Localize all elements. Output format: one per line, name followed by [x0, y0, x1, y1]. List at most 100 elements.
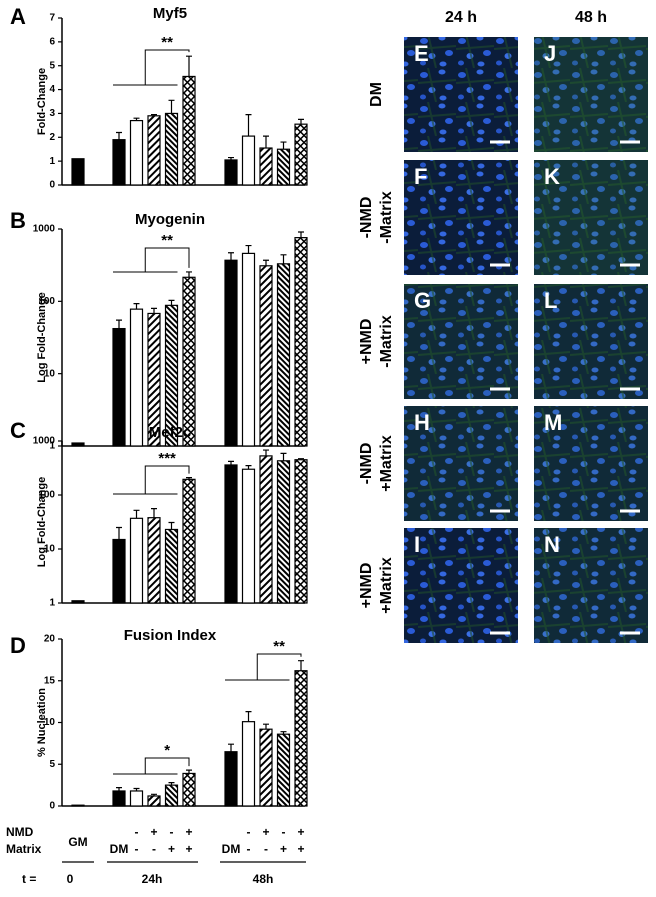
bar — [259, 728, 273, 807]
matrix-sign: - — [152, 842, 156, 856]
green-stain — [534, 284, 648, 399]
bar — [241, 721, 256, 807]
green-stain — [534, 406, 648, 521]
micrograph — [404, 160, 518, 275]
error-bar — [298, 660, 304, 671]
matrix-sign: - — [247, 842, 251, 856]
matrix-sign: - — [264, 842, 268, 856]
error-bar — [263, 723, 269, 730]
gm-label: GM — [68, 835, 87, 849]
panel-letter: I — [414, 532, 420, 557]
significance-bracket — [113, 465, 190, 495]
bar — [71, 158, 85, 186]
chart-title: Mef2c — [149, 424, 192, 441]
bar — [112, 327, 126, 447]
bar — [259, 265, 273, 447]
panel-letter: L — [544, 288, 557, 313]
row-label: DM — [368, 82, 385, 107]
y-tick-label: 1000 — [33, 224, 56, 235]
panel-letter: H — [414, 410, 430, 435]
error-bar — [280, 254, 287, 264]
error-bar — [298, 118, 304, 125]
bar — [241, 135, 256, 186]
error-bar — [263, 449, 269, 456]
y-tick-label: 0 — [49, 801, 55, 812]
bar — [182, 772, 196, 807]
significance-bracket — [113, 49, 190, 86]
significance-label: ** — [161, 34, 173, 51]
bar — [294, 670, 308, 807]
bar — [147, 115, 161, 186]
error-bar — [228, 156, 234, 160]
bar — [276, 263, 291, 447]
bar — [129, 308, 144, 447]
nmd-sign: + — [185, 825, 192, 839]
panel-letter: A — [10, 4, 26, 29]
error-bar — [151, 507, 157, 518]
error-bar — [186, 271, 192, 278]
micrograph — [534, 37, 648, 152]
y-tick-label: 7 — [49, 13, 55, 24]
row-label: +NMD — [358, 319, 375, 365]
y-tick-label: 20 — [44, 634, 56, 645]
panel-letter: B — [10, 208, 26, 233]
panel-letter: M — [544, 410, 562, 435]
error-bar — [186, 769, 192, 774]
nmd-sign: - — [282, 825, 286, 839]
y-tick-label: 1 — [49, 441, 55, 452]
micrograph — [404, 284, 518, 399]
y-tick-label: 10 — [44, 368, 56, 379]
green-stain — [534, 528, 648, 643]
column-header: 48 h — [575, 9, 607, 26]
y-axis-label: Fold-Change — [36, 68, 48, 135]
bar — [276, 460, 291, 604]
nmd-sign: - — [135, 825, 139, 839]
error-bar — [133, 509, 140, 519]
dm-label: DM — [222, 842, 241, 856]
bar — [224, 464, 238, 604]
bar — [241, 252, 256, 447]
y-tick-label: 3 — [49, 108, 55, 119]
bar — [164, 528, 179, 604]
y-tick-label: 1000 — [33, 436, 56, 447]
y-tick-label: 6 — [49, 36, 55, 47]
dm-label: DM — [110, 842, 129, 856]
micrograph — [534, 160, 648, 275]
nmd-sign: - — [170, 825, 174, 839]
error-bar — [133, 303, 140, 310]
panel-letter: C — [10, 418, 26, 443]
bar — [112, 139, 126, 186]
matrix-sign: + — [280, 842, 287, 856]
matrix-sign: + — [168, 842, 175, 856]
micrograph — [404, 406, 518, 521]
panel-letter: K — [544, 164, 560, 189]
micrograph — [534, 528, 648, 643]
matrix-sign: + — [297, 842, 304, 856]
row-label: -NMD — [358, 197, 375, 239]
error-bar — [228, 743, 234, 752]
nmd-sign: + — [297, 825, 304, 839]
error-bar — [186, 55, 192, 77]
error-bar — [280, 731, 287, 735]
bar — [147, 517, 161, 604]
bar — [71, 804, 85, 807]
y-tick-label: 5 — [49, 759, 55, 770]
nmd-sign: + — [150, 825, 157, 839]
time-label: t = — [22, 872, 36, 886]
time-value: 48h — [253, 872, 274, 886]
error-bar — [186, 477, 192, 480]
error-bar — [228, 252, 234, 261]
chart-title: Fusion Index — [124, 627, 217, 644]
y-tick-label: 1 — [49, 156, 55, 167]
significance-bracket — [225, 653, 302, 681]
matrix-sign: - — [135, 842, 139, 856]
bar — [182, 276, 196, 447]
chart-title: Myogenin — [135, 211, 205, 228]
error-bar — [151, 793, 157, 796]
significance-label: * — [164, 742, 170, 759]
bar — [182, 478, 196, 604]
error-bar — [298, 458, 304, 460]
significance-bracket — [113, 247, 190, 273]
time-value: 24h — [142, 872, 163, 886]
